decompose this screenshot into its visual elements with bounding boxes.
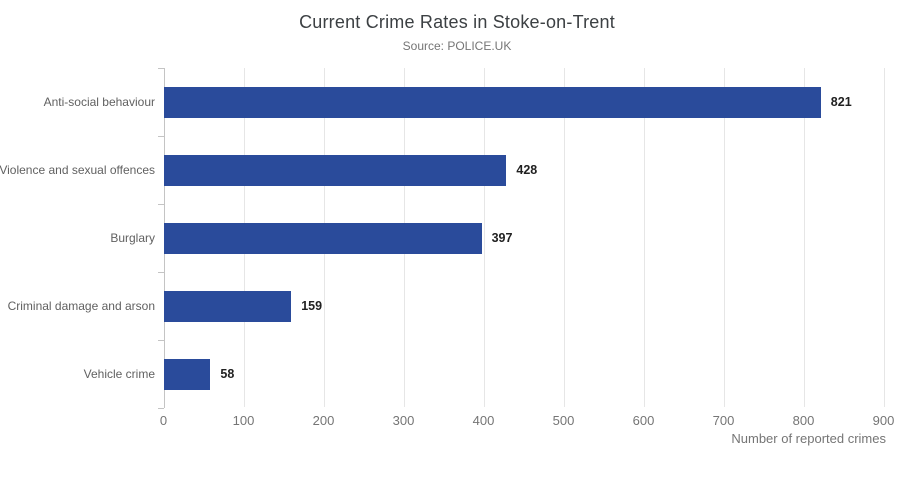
bar[interactable] xyxy=(164,358,211,390)
x-tick-label: 900 xyxy=(872,413,895,428)
category-label: Vehicle crime xyxy=(83,367,155,381)
value-label: 821 xyxy=(830,95,852,109)
x-axis-title: Number of reported crimes xyxy=(731,431,886,446)
x-tick-label: 600 xyxy=(632,413,655,428)
x-tick-label: 800 xyxy=(792,413,815,428)
y-axis-tick xyxy=(157,340,164,341)
bar[interactable] xyxy=(164,86,821,118)
gridline xyxy=(803,68,805,407)
x-tick-label: 700 xyxy=(712,413,735,428)
chart-subtitle: Source: POLICE.UK xyxy=(402,39,512,53)
x-tick-label: 100 xyxy=(232,413,255,428)
category-label: Burglary xyxy=(110,231,155,245)
gridline xyxy=(563,68,565,407)
bar[interactable] xyxy=(164,290,292,322)
y-axis-tick xyxy=(157,204,164,205)
bar[interactable] xyxy=(164,154,507,186)
y-axis-tick xyxy=(157,68,164,69)
gridline xyxy=(883,68,885,407)
value-label: 159 xyxy=(301,299,323,313)
y-axis-tick xyxy=(157,408,164,409)
x-tick-label: 0 xyxy=(159,413,168,428)
bar[interactable] xyxy=(164,222,482,254)
value-label: 428 xyxy=(516,163,538,177)
value-label: 58 xyxy=(220,367,235,381)
y-axis-tick xyxy=(157,272,164,273)
x-tick-label: 200 xyxy=(312,413,335,428)
gridline xyxy=(723,68,725,407)
x-tick-label: 400 xyxy=(472,413,495,428)
x-tick-label: 300 xyxy=(392,413,415,428)
chart-title: Current Crime Rates in Stoke-on-Trent xyxy=(299,12,615,32)
category-label: Criminal damage and arson xyxy=(7,299,155,313)
gridline xyxy=(483,68,485,407)
category-label: Violence and sexual offences xyxy=(0,163,155,177)
x-tick-label: 500 xyxy=(552,413,575,428)
value-label: 397 xyxy=(491,231,513,245)
gridline xyxy=(643,68,645,407)
category-label: Anti-social behaviour xyxy=(43,95,155,109)
y-axis-tick xyxy=(157,136,164,137)
